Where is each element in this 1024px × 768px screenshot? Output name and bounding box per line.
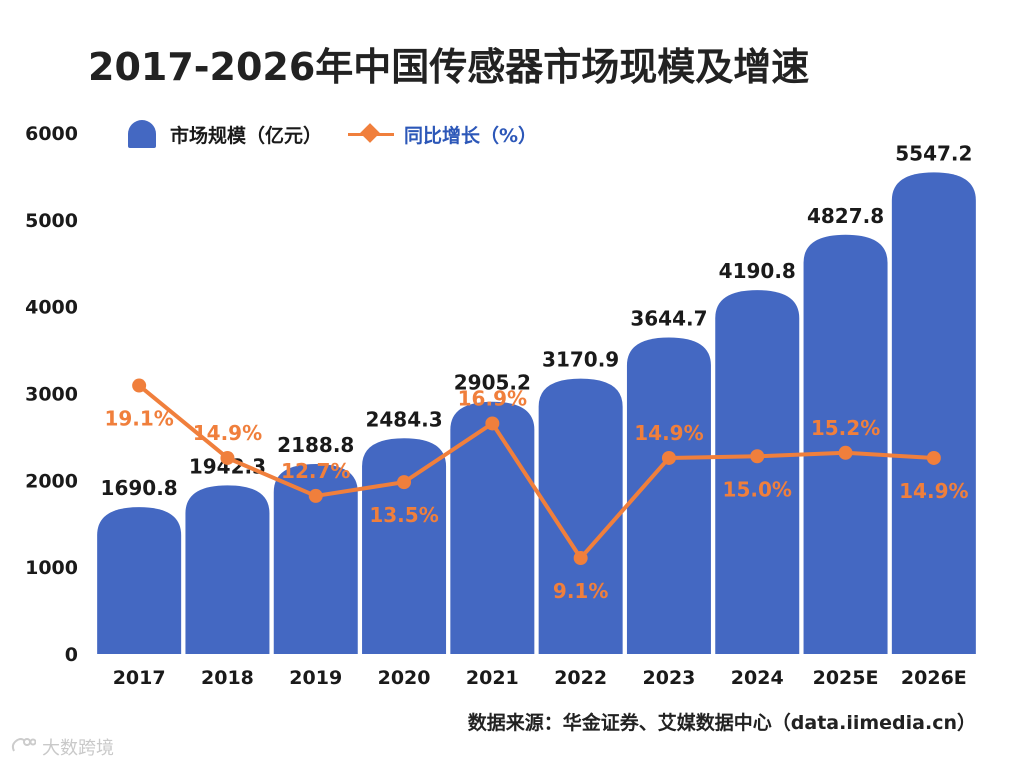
bar [273, 463, 358, 654]
y-tick-label: 5000 [25, 210, 78, 232]
growth-value-label: 13.5% [369, 503, 438, 527]
bar [97, 507, 182, 654]
growth-value-label: 12.7% [281, 459, 350, 483]
bar-value-label: 2188.8 [277, 433, 354, 457]
bar [803, 234, 888, 655]
bar [626, 337, 711, 654]
bar-value-label: 4827.8 [807, 204, 884, 228]
watermark-logo-icon [11, 738, 36, 752]
x-tick-label: 2025E [813, 667, 879, 689]
growth-point [838, 445, 853, 460]
bar [715, 290, 800, 654]
legend-bar-swatch [128, 120, 156, 148]
y-tick-label: 0 [65, 644, 78, 666]
x-tick-label: 2026E [901, 667, 967, 689]
growth-value-label: 14.9% [193, 421, 262, 445]
x-tick-label: 2017 [113, 667, 166, 689]
legend-item-market-size: 市场规模（亿元） [128, 120, 322, 148]
x-tick-label: 2021 [466, 667, 519, 689]
growth-value-label: 16.9% [458, 386, 527, 410]
y-tick-label: 3000 [25, 384, 78, 406]
x-tick-label: 2019 [289, 667, 342, 689]
growth-value-label: 19.1% [104, 407, 173, 431]
growth-value-label: 15.2% [811, 416, 880, 440]
legend-label-market-size: 市场规模（亿元） [170, 124, 323, 147]
bar [185, 485, 270, 654]
growth-point [926, 450, 941, 465]
x-tick-label: 2024 [731, 667, 784, 689]
bar [538, 378, 623, 654]
growth-value-label: 9.1% [553, 579, 608, 603]
y-tick-label: 2000 [25, 470, 78, 492]
bar [362, 438, 447, 654]
legend-label-growth: 同比增长（%） [404, 124, 538, 147]
growth-point [750, 449, 765, 464]
growth-point [308, 488, 323, 503]
growth-value-label: 14.9% [899, 479, 968, 503]
bar-value-label: 1690.8 [101, 476, 178, 500]
x-tick-label: 2023 [643, 667, 696, 689]
bar-value-label: 4190.8 [719, 259, 796, 283]
watermark: 大数跨境 [10, 734, 114, 760]
growth-point [485, 416, 500, 431]
bar-value-label: 5547.2 [895, 141, 972, 165]
x-tick-label: 2018 [201, 667, 254, 689]
bar-value-label: 2484.3 [365, 407, 442, 431]
bar-value-label: 3644.7 [630, 307, 707, 331]
watermark-text: 大数跨境 [42, 738, 114, 759]
growth-value-label: 15.0% [723, 477, 792, 501]
growth-value-label: 14.9% [634, 421, 703, 445]
source-note: 数据来源：华金证券、艾媒数据中心（data.iimedia.cn） [467, 712, 976, 734]
chart-title: 2017-2026年中国传感器市场现模及增速 [88, 45, 810, 89]
y-tick-label: 1000 [25, 557, 78, 579]
legend: 市场规模（亿元） 同比增长（%） [128, 120, 537, 148]
x-tick-label: 2022 [554, 667, 607, 689]
y-tick-label: 6000 [25, 123, 78, 145]
x-tick-label: 2020 [378, 667, 431, 689]
growth-point [132, 378, 147, 393]
y-tick-label: 4000 [25, 297, 78, 319]
legend-item-growth: 同比增长（%） [348, 121, 537, 148]
bar [450, 401, 535, 654]
growth-point [220, 450, 235, 465]
growth-point [661, 450, 676, 465]
bar [891, 172, 976, 655]
bar-value-label: 3170.9 [542, 348, 619, 372]
growth-point [397, 475, 412, 490]
growth-line [137, 383, 934, 561]
growth-point [573, 551, 588, 566]
legend-line-swatch [348, 123, 395, 144]
bar-value-label: 2905.2 [454, 371, 531, 395]
